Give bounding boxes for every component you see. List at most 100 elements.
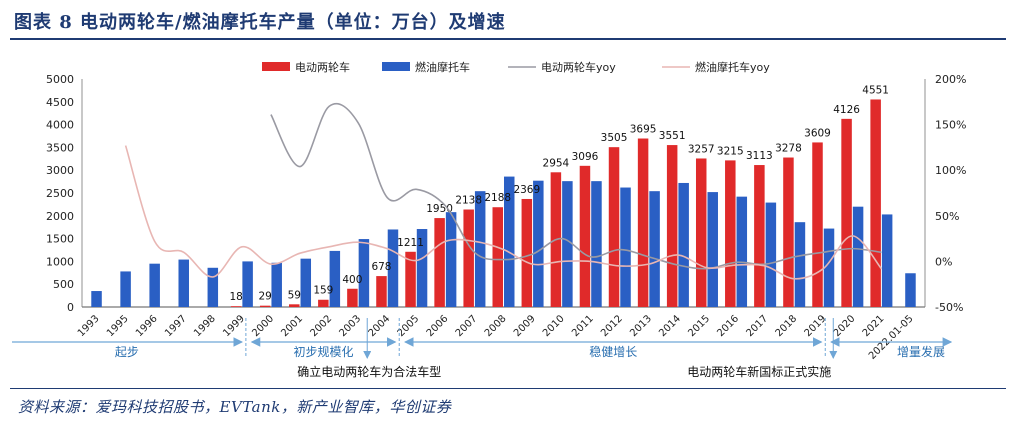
bar-fuel-motorcycle [271, 262, 282, 307]
bar-data-label: 2188 [484, 192, 511, 204]
bar-fuel-motorcycle [504, 176, 515, 307]
bar-fuel-motorcycle [242, 261, 253, 307]
y-left-tick-label: 500 [53, 278, 74, 291]
bar-data-label: 2138 [455, 195, 482, 207]
bar-fuel-motorcycle [649, 191, 660, 307]
bar-electric-two-wheeler [870, 99, 881, 308]
production-chart: 0 500 1000 1500 2000 2500 3000 3500 4000 4500 5000… [12, 60, 966, 379]
bar-fuel-motorcycle [707, 192, 718, 307]
bar-data-label: 3215 [717, 145, 744, 157]
y-left-tick-label: 5000 [46, 73, 74, 86]
y-left-tick-label: 3500 [46, 141, 74, 154]
bar-fuel-motorcycle [474, 191, 486, 307]
y-right-tick-label: 0% [935, 255, 952, 268]
x-tick-label: 2008 [483, 313, 509, 339]
bar-electric-two-wheeler [492, 207, 503, 307]
bar-electric-two-wheeler [637, 138, 649, 307]
y-left-tick-label: 4000 [46, 119, 74, 132]
event-label: 电动两轮车新国标正式实施 [687, 364, 831, 379]
bar-data-label: 2954 [543, 157, 570, 169]
bar-data-label: 3096 [572, 151, 599, 163]
stage-label: 起步 [115, 345, 139, 359]
stage-label: 初步规模化 [294, 344, 354, 359]
bar-electric-two-wheeler [463, 209, 474, 307]
bar-data-label: 159 [313, 285, 333, 297]
bar-data-label: 3505 [601, 132, 628, 144]
line-electric-yoy [270, 102, 882, 270]
bar-fuel-motorcycle [329, 250, 341, 307]
x-tick-label: 1997 [163, 313, 189, 339]
bar-fuel-motorcycle [765, 202, 777, 307]
stage-label: 增量发展 [897, 344, 945, 359]
bar-fuel-motorcycle [416, 229, 428, 307]
x-tick-label: 1993 [76, 313, 102, 339]
x-tick-label: 1998 [192, 313, 218, 339]
bar-electric-two-wheeler [434, 218, 445, 307]
legend-label: 燃油摩托车 [415, 60, 470, 74]
legend-swatch [382, 62, 410, 71]
y-left-tick-label: 2000 [46, 210, 74, 223]
x-tick-label: 1995 [105, 313, 131, 339]
y-left-tick-label: 0 [67, 301, 74, 314]
y-right-tick-label: -50% [935, 301, 963, 314]
y-left-tick-label: 1500 [46, 233, 74, 246]
y-right-tick-label: 100% [935, 164, 966, 177]
bar-data-label: 678 [371, 261, 391, 273]
bar-fuel-motorcycle [591, 181, 602, 307]
bar-data-label: 1211 [397, 237, 424, 249]
bar-fuel-motorcycle [823, 228, 835, 307]
bar-data-label: 18 [229, 291, 242, 303]
bar-electric-two-wheeler [754, 165, 765, 307]
bar-fuel-motorcycle [445, 212, 457, 307]
bar-electric-two-wheeler [405, 251, 416, 307]
bar-electric-two-wheeler [318, 299, 329, 307]
bar-electric-two-wheeler [289, 304, 300, 307]
bar-fuel-motorcycle [387, 229, 399, 307]
legend-label: 电动两轮车yoy [541, 60, 616, 74]
x-tick-label: 2011 [570, 313, 596, 339]
bar-data-label: 3113 [746, 150, 773, 162]
chart-title: 图表 8 电动两轮车/燃油摩托车产量（单位：万台）及增速 [14, 12, 506, 33]
y-left-tick-label: 2500 [46, 187, 74, 200]
x-tick-label: 2021 [861, 313, 887, 339]
bar-fuel-motorcycle [300, 258, 312, 307]
x-tick-label: 2015 [686, 313, 712, 339]
legend-label: 燃油摩托车yoy [695, 60, 770, 74]
x-tick-label: 2007 [454, 313, 480, 339]
bar-data-label: 3695 [630, 124, 657, 136]
bar-data-label: 3609 [804, 127, 831, 139]
x-tick-label: 2017 [744, 313, 770, 339]
bar-electric-two-wheeler [695, 158, 707, 307]
y-left-tick-label: 4500 [46, 96, 74, 109]
bar-data-label: 3278 [775, 143, 802, 155]
x-tick-label: 2009 [512, 313, 538, 339]
line-fuel-yoy [124, 145, 883, 280]
bar-electric-two-wheeler [521, 198, 533, 307]
bar-fuel-motorcycle [120, 271, 131, 307]
bar-data-label: 400 [342, 274, 362, 286]
bar-data-label: 4126 [833, 104, 860, 116]
bar-electric-two-wheeler [230, 306, 242, 307]
bar-fuel-motorcycle [149, 263, 160, 307]
legend-swatch [262, 62, 290, 71]
x-tick-label: 1996 [134, 313, 160, 339]
bar-electric-two-wheeler [608, 147, 620, 307]
title-divider [10, 38, 1006, 40]
y-right-tick-label: 150% [935, 119, 966, 132]
x-tick-label: 2012 [599, 313, 625, 339]
stage-label: 稳健增长 [589, 344, 637, 359]
bar-electric-two-wheeler [783, 157, 794, 307]
bar-fuel-motorcycle [794, 222, 806, 307]
bar-data-label: 3551 [659, 130, 686, 142]
x-tick-label: 2010 [541, 313, 567, 339]
bar-fuel-motorcycle [178, 259, 189, 307]
y-left-tick-label: 3000 [46, 164, 74, 177]
y-left-tick-label: 1000 [46, 255, 74, 268]
x-tick-label: 2006 [425, 313, 451, 339]
bar-electric-two-wheeler [259, 305, 271, 307]
bar-fuel-motorcycle [358, 239, 370, 307]
x-tick-label: 2013 [628, 313, 654, 339]
bar-fuel-motorcycle [533, 180, 544, 307]
event-label: 确立电动两轮车为合法车型 [297, 364, 441, 379]
bar-fuel-motorcycle [91, 291, 102, 307]
